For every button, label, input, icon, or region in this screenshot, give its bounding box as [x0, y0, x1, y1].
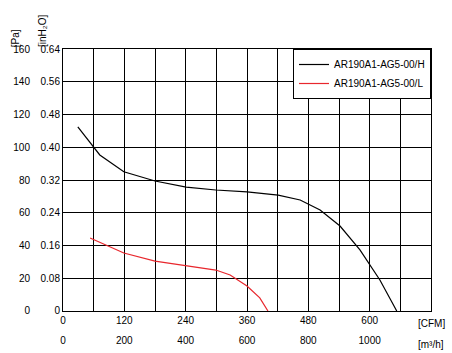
svg-text:40: 40 [19, 240, 31, 251]
svg-text:100: 100 [13, 142, 30, 153]
svg-text:0.24: 0.24 [41, 207, 61, 218]
svg-text:80: 80 [19, 175, 31, 186]
svg-text:0: 0 [54, 305, 60, 316]
svg-text:200: 200 [116, 335, 133, 346]
svg-text:800: 800 [300, 335, 317, 346]
svg-text:240: 240 [177, 315, 194, 326]
svg-text:360: 360 [239, 315, 256, 326]
svg-text:120: 120 [116, 315, 133, 326]
svg-text:0.40: 0.40 [41, 142, 61, 153]
svg-text:0.16: 0.16 [41, 240, 61, 251]
svg-text:AR190A1-AG5-00/L: AR190A1-AG5-00/L [334, 78, 423, 89]
svg-text:0: 0 [60, 315, 66, 326]
svg-text:600: 600 [239, 335, 256, 346]
svg-text:1000: 1000 [359, 335, 382, 346]
svg-text:[Pa]: [Pa] [10, 29, 21, 47]
svg-text:600: 600 [361, 315, 378, 326]
svg-text:140: 140 [13, 76, 30, 87]
svg-text:0.08: 0.08 [41, 273, 61, 284]
svg-text:60: 60 [19, 207, 31, 218]
svg-text:[CFM]: [CFM] [418, 318, 445, 329]
svg-text:[m³/h]: [m³/h] [418, 339, 444, 350]
svg-text:0.56: 0.56 [41, 76, 61, 87]
svg-text:[inH₂O]: [inH₂O] [37, 15, 48, 47]
svg-text:0.48: 0.48 [41, 109, 61, 120]
svg-text:0.32: 0.32 [41, 175, 61, 186]
svg-text:20: 20 [19, 273, 31, 284]
svg-text:480: 480 [300, 315, 317, 326]
svg-text:0.64: 0.64 [41, 44, 61, 55]
svg-text:0: 0 [60, 335, 66, 346]
svg-text:400: 400 [177, 335, 194, 346]
svg-text:160: 160 [13, 44, 30, 55]
svg-text:AR190A1-AG5-00/H: AR190A1-AG5-00/H [334, 59, 425, 70]
svg-text:0: 0 [24, 305, 30, 316]
svg-text:120: 120 [13, 109, 30, 120]
